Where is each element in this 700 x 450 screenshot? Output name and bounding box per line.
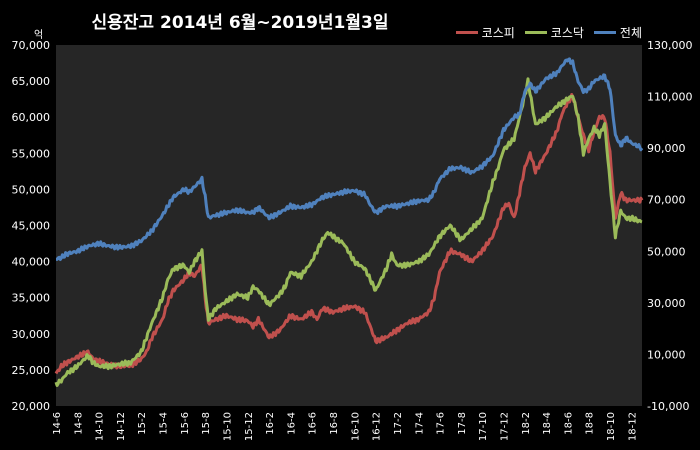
x-tick-label: 14-6: [52, 412, 63, 435]
x-tick-label: 18-8: [585, 412, 596, 435]
right-tick-label: 110,000: [647, 91, 693, 104]
series-line-2: [55, 57, 644, 261]
x-axis: 14-6 14-8 14-10 14-12 15-2 15-4 15-6 15-8 15-10 1…: [52, 412, 638, 441]
left-tick-label: 45,000: [12, 220, 51, 233]
x-tick-label: 17-12: [499, 412, 510, 441]
x-tick-label: 15-8: [201, 412, 212, 435]
x-tick-label: 18-2: [521, 412, 532, 435]
chart-title: 신용잔고 2014년 6월~2019년1월3일: [91, 13, 389, 33]
right-tick-label: 30,000: [647, 297, 686, 310]
left-axis: 20,000 25,000 30,000 35,000 40,000 45,000 50,0…: [12, 39, 51, 413]
left-tick-label: 30,000: [12, 328, 51, 341]
x-tick-label: 17-8: [457, 412, 468, 435]
left-tick-label: 55,000: [12, 147, 51, 160]
x-tick-label: 17-6: [436, 412, 447, 435]
x-tick-label: 17-10: [478, 412, 489, 441]
left-tick-label: 25,000: [12, 364, 51, 377]
x-tick-label: 17-4: [414, 412, 425, 435]
x-tick-label: 16-10: [350, 412, 361, 441]
series-line-1: [54, 77, 643, 387]
right-tick-label: 70,000: [647, 194, 686, 207]
right-axis: -10,000 10,000 30,000 50,000 70,000 90,000 110…: [647, 39, 693, 413]
x-tick-label: 14-12: [116, 412, 127, 441]
series-layer: [54, 57, 644, 387]
legend: 코스피 코스닥 전체: [455, 24, 642, 41]
x-tick-label: 16-8: [329, 412, 340, 435]
left-axis-unit: 억: [34, 30, 44, 41]
legend-swatch: [593, 31, 616, 34]
x-tick-label: 16-2: [265, 412, 276, 435]
left-tick-label: 65,000: [12, 75, 51, 88]
x-tick-label: 14-8: [73, 412, 84, 435]
legend-item-kospi: 코스피: [455, 24, 515, 41]
left-tick-label: 60,000: [12, 111, 51, 124]
x-tick-label: 18-6: [563, 412, 574, 435]
right-tick-label: 50,000: [647, 245, 686, 258]
legend-label: 코스닥: [550, 26, 584, 40]
right-tick-label: 90,000: [647, 142, 686, 155]
x-tick-label: 15-2: [137, 412, 148, 435]
legend-label: 코스피: [481, 26, 515, 40]
x-tick-label: 15-12: [244, 412, 255, 441]
left-tick-label: 20,000: [12, 400, 51, 413]
left-tick-label: 70,000: [12, 39, 51, 52]
x-tick-label: 15-10: [222, 412, 233, 441]
x-tick-label: 18-4: [542, 412, 553, 435]
plot-area: [56, 45, 642, 406]
right-tick-label: -10,000: [647, 400, 689, 413]
x-tick-label: 17-2: [393, 412, 404, 435]
x-tick-label: 15-4: [159, 412, 170, 435]
left-tick-label: 40,000: [12, 256, 51, 269]
x-tick-label: 16-4: [286, 412, 297, 435]
left-tick-label: 50,000: [12, 183, 51, 196]
right-tick-label: 130,000: [647, 39, 693, 52]
legend-swatch: [524, 31, 547, 34]
x-tick-label: 18-10: [606, 412, 617, 441]
x-tick-label: 14-10: [95, 412, 106, 441]
x-tick-label: 16-6: [308, 412, 319, 435]
legend-swatch: [455, 31, 478, 34]
x-tick-label: 18-12: [627, 412, 638, 441]
left-tick-label: 35,000: [12, 292, 51, 305]
x-tick-label: 15-6: [180, 412, 191, 435]
series-line-0: [54, 93, 644, 375]
x-tick-label: 16-12: [372, 412, 383, 441]
legend-item-kosdaq: 코스닥: [524, 24, 584, 41]
right-tick-label: 10,000: [647, 348, 686, 361]
legend-item-total: 전체: [593, 24, 642, 41]
legend-label: 전체: [619, 26, 642, 40]
